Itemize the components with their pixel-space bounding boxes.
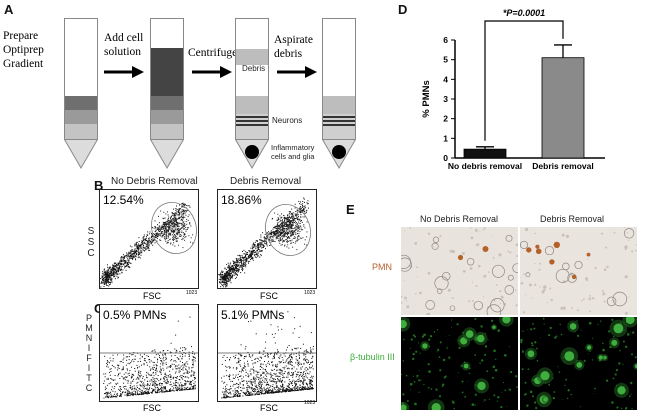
label-neurons: Neurons	[272, 116, 303, 125]
y-tick-label: 4	[443, 74, 448, 84]
arrow-icon	[277, 66, 317, 78]
step-prepare-line3: Gradient	[3, 58, 44, 70]
tube-cell-solution	[150, 18, 184, 169]
panel-b-label: B	[94, 178, 104, 193]
step-prepare-line1: Prepare	[3, 30, 39, 42]
significance-label: *P=0.0001	[503, 8, 545, 18]
y-tick-label: 3	[443, 94, 448, 104]
ylabel-letter: C	[87, 248, 95, 259]
ylabel-letter: M	[85, 323, 93, 333]
scatter-plot	[100, 202, 197, 288]
facs-b-left-plot: 12.54%	[99, 189, 199, 289]
facs-b-ylabel: S S C	[86, 226, 96, 259]
facs-c-right-plot: 5.1% PMNs	[217, 304, 317, 402]
step-aspirate-line2: debris	[274, 48, 303, 60]
x-category-label: No debris removal	[448, 161, 522, 171]
scatter-plot	[100, 312, 198, 399]
y-tick-label: 1	[443, 133, 448, 143]
step-aspirate-text: Aspirate debris	[274, 33, 313, 61]
y-tick-label: 5	[443, 55, 448, 65]
ylabel-letter: C	[85, 383, 93, 393]
y-tick-label: 6	[443, 35, 448, 45]
ylabel-letter: S	[87, 226, 95, 237]
micro-tubulin-left	[401, 317, 518, 410]
step-prepare-text: Prepare Optiprep Gradient	[3, 29, 44, 71]
label-inflammatory-line2: cells and glia	[271, 152, 315, 161]
y-tick-label: 2	[443, 114, 448, 124]
tick-label: 1023	[304, 400, 316, 406]
facs-b-left-pct: 12.54%	[103, 193, 144, 207]
bar	[463, 148, 507, 159]
row-label-tubulin: β-tubulin III	[350, 352, 395, 362]
row-label-pmn: PMN	[372, 262, 392, 272]
micro-tubulin-right	[520, 317, 637, 410]
facs-b-left-title: No Debris Removal	[111, 176, 198, 187]
facs-b-right-plot: 18.86%	[217, 189, 317, 289]
label-inflammatory: Inflammatory cells and glia	[271, 143, 314, 161]
tube-gradient	[64, 18, 98, 169]
step-centrifuge-text: Centrifuge	[188, 47, 238, 59]
ylabel-letter: I	[87, 363, 91, 373]
ylabel-letter: N	[85, 333, 93, 343]
facs-c-ylabel: P M N I F I T C	[84, 313, 94, 393]
facs-c-right-xlabel: FSC	[260, 403, 278, 413]
panel-d-label: D	[398, 2, 408, 17]
x-category-label: Debris removal	[532, 161, 593, 171]
panel-a-label: A	[4, 2, 14, 17]
arrow-icon	[192, 66, 232, 78]
scatter-plot	[218, 197, 311, 288]
step-add-line1: Add cell	[104, 32, 144, 44]
micro-right-title: Debris Removal	[540, 214, 605, 224]
ylabel-letter: P	[85, 313, 92, 323]
step-add-text: Add cell solution	[104, 31, 143, 59]
ylabel-letter: T	[86, 373, 92, 383]
significance-bracket	[484, 20, 564, 141]
facs-c-left-pct: 0.5% PMNs	[103, 308, 167, 322]
y-axis-label: % PMNs	[421, 80, 432, 117]
y-tick-label: 0	[443, 153, 448, 163]
ylabel-letter: I	[87, 343, 91, 353]
facs-c-left-xlabel: FSC	[143, 403, 161, 413]
facs-b-right-pct: 18.86%	[221, 193, 262, 207]
micro-pmn-left	[401, 227, 518, 315]
panel-e-label: E	[346, 202, 355, 217]
panel-c-label: C	[94, 301, 103, 316]
facs-c-right-pct: 5.1% PMNs	[221, 308, 285, 322]
step-add-line2: solution	[104, 46, 142, 58]
label-inflammatory-line1: Inflammatory	[271, 143, 315, 152]
ylabel-letter: S	[87, 237, 95, 248]
step-prepare-line2: Optiprep	[3, 44, 44, 56]
micro-pmn-right	[520, 227, 637, 315]
arrow-icon	[104, 66, 144, 78]
step-aspirate-line1: Aspirate	[274, 34, 313, 46]
tick-label: 1023	[304, 290, 316, 296]
tube-aspirated	[322, 18, 356, 169]
bar	[541, 57, 585, 159]
label-debris: Debris	[242, 64, 266, 73]
tube-centrifuged	[235, 18, 269, 169]
micro-left-title: No Debris Removal	[420, 214, 499, 224]
tick-label: 1023	[186, 290, 198, 296]
facs-b-left-xlabel: FSC	[143, 291, 161, 301]
facs-c-left-plot: 0.5% PMNs	[99, 304, 199, 402]
scatter-plot	[218, 311, 316, 399]
facs-b-right-xlabel: FSC	[260, 291, 278, 301]
facs-b-right-title: Debris Removal	[230, 176, 302, 187]
ylabel-letter: F	[86, 353, 92, 363]
bar-chart: 0 1 2 3 4 5 6 % PMNs No debris removal Debris rem…	[421, 8, 605, 171]
